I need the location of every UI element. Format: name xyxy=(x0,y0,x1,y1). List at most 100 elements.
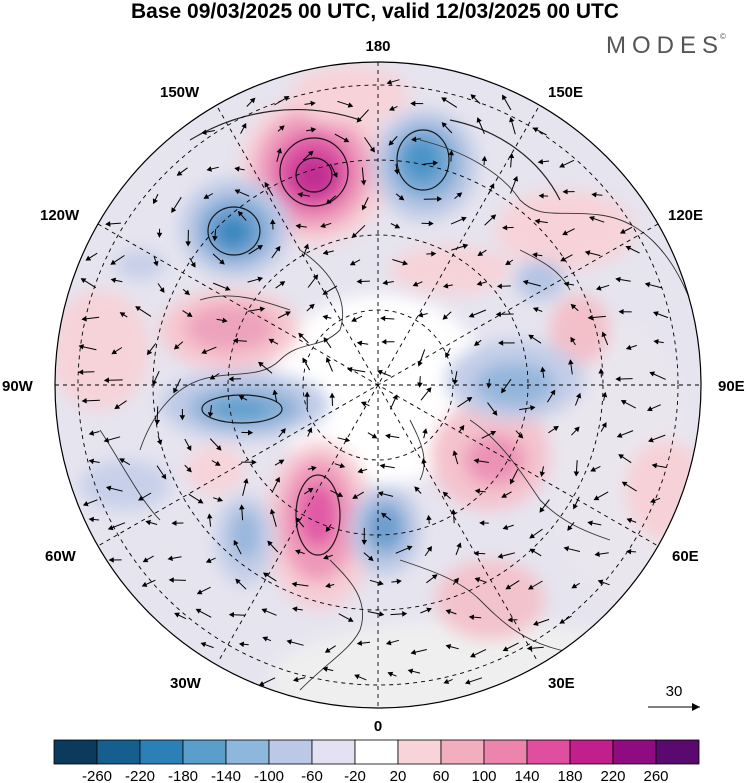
colorbar-swatch xyxy=(225,739,270,765)
wind-arrow-head xyxy=(456,542,462,549)
wind-arrow-head xyxy=(171,520,177,526)
wind-arrow-head xyxy=(426,545,432,552)
colorbar-swatch xyxy=(311,739,356,765)
wind-arrow-head xyxy=(249,97,256,104)
wind-arrow-head xyxy=(184,289,190,296)
wind-arrow-head xyxy=(152,379,158,386)
wind-arrow-head xyxy=(616,432,623,438)
wind-arrow-head xyxy=(153,260,159,267)
colorbar-swatch xyxy=(440,739,485,765)
wind-arrow-head xyxy=(292,676,299,683)
wind-arrow-head xyxy=(322,289,329,295)
wind-arrow-head xyxy=(492,410,498,416)
wind-arrow-head xyxy=(575,392,582,399)
wind-arrow-head xyxy=(235,578,241,585)
wind-arrow-head xyxy=(196,589,203,595)
wind-arrow-head xyxy=(310,100,316,107)
wind-arrow-head xyxy=(468,312,475,318)
wind-arrow-head xyxy=(530,405,536,411)
wind-arrow-head xyxy=(601,331,607,338)
wind-arrow-head xyxy=(392,394,398,401)
label-180: 180 xyxy=(365,38,390,55)
wind-arrow-head xyxy=(110,277,117,284)
wind-arrow-head xyxy=(369,146,375,153)
wind-arrow-head xyxy=(114,403,121,410)
wind-arrow-head xyxy=(534,218,541,225)
wind-arrow-head xyxy=(574,426,580,433)
wind-arrow-head xyxy=(168,577,174,583)
modes-logo: MODES© xyxy=(606,32,726,60)
wind-arrow-head xyxy=(347,616,354,622)
wind-arrow-head xyxy=(481,155,488,162)
wind-arrow-head xyxy=(217,496,224,502)
label-30e: 30E xyxy=(548,675,575,692)
label-150w: 150W xyxy=(160,84,200,101)
wind-arrow-head xyxy=(461,216,467,222)
wind-arrow-head xyxy=(360,180,367,186)
wind-arrow-head xyxy=(421,458,427,464)
colorbar-swatch xyxy=(53,739,98,765)
wind-arrow-head xyxy=(426,607,432,613)
wind-arrow-head xyxy=(195,608,202,614)
wind-arrow-head xyxy=(502,646,509,652)
wind-arrow-head xyxy=(325,582,331,589)
wind-arrow-head xyxy=(154,419,161,426)
colorbar-tick-label: -100 xyxy=(254,768,284,783)
wind-arrow-head xyxy=(497,553,504,559)
wind-arrow-head xyxy=(539,471,546,477)
wind-arrow-head xyxy=(509,478,515,485)
colorbar-tick-label: 220 xyxy=(600,768,625,783)
wind-arrow-head xyxy=(406,545,413,551)
wind-arrow-head xyxy=(295,517,302,524)
wind-arrow-head xyxy=(274,476,280,483)
wind-arrow-head xyxy=(527,584,534,590)
wind-arrow-head xyxy=(625,245,632,251)
colorbar-swatch xyxy=(182,739,227,765)
wind-arrow-head xyxy=(206,166,212,172)
wind-arrow-head xyxy=(653,339,659,345)
wind-arrow-head xyxy=(584,250,591,256)
wind-arrow-head xyxy=(646,406,653,412)
wind-arrow-head xyxy=(307,487,314,493)
wind-arrow-head xyxy=(550,389,556,396)
wind-arrow-head xyxy=(559,162,565,168)
wind-arrow-head xyxy=(105,485,112,491)
wind-arrow-head xyxy=(505,260,512,266)
wind-arrow-head xyxy=(262,572,269,578)
wind-arrow-head xyxy=(412,281,419,287)
wind-arrow-head xyxy=(619,228,626,234)
wind-arrow-head xyxy=(508,152,515,159)
wind-arrow-head xyxy=(378,611,385,617)
wind-arrow-head xyxy=(495,311,501,318)
wind-arrow-head xyxy=(279,281,286,287)
wind-arrow-head xyxy=(378,580,384,586)
wind-arrow-head xyxy=(570,336,576,343)
wind-arrow-head xyxy=(394,223,401,229)
wind-arrow-head xyxy=(529,548,536,554)
wind-arrow-head xyxy=(119,458,125,464)
wind-arrow-head xyxy=(502,224,508,231)
wind-arrow-head xyxy=(501,387,507,394)
wind-arrow-head xyxy=(111,349,118,355)
wind-arrow-head xyxy=(501,492,508,498)
wind-arrow-head xyxy=(176,170,183,176)
wind-arrow-head xyxy=(219,259,225,265)
wind-arrow-head xyxy=(228,611,235,618)
wind-arrow-head xyxy=(268,338,275,344)
wind-arrow-head xyxy=(417,361,423,367)
wind-arrow-head xyxy=(312,274,319,281)
wind-arrow-head xyxy=(468,614,475,620)
wind-arrow-head xyxy=(428,220,434,227)
wind-arrow-head xyxy=(261,608,268,614)
wind-arrow-head xyxy=(398,195,405,201)
wind-arrow-head xyxy=(279,125,285,131)
wind-arrow-head xyxy=(505,584,512,590)
wind-arrow-head xyxy=(402,611,408,617)
map-title: Base 09/03/2025 00 UTC, valid 12/03/2025… xyxy=(131,0,619,23)
wind-arrow-head xyxy=(466,397,473,403)
wind-arrow-head xyxy=(222,317,228,324)
wind-arrow-head xyxy=(410,649,417,655)
wind-arrow-head xyxy=(396,578,402,585)
wind-arrow-head xyxy=(538,193,544,199)
wind-arrow-head xyxy=(410,100,416,107)
